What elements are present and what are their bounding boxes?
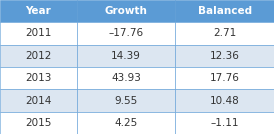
Text: Year: Year bbox=[25, 6, 51, 16]
Bar bbox=[0, 22, 77, 45]
Text: 2.71: 2.71 bbox=[213, 29, 236, 38]
Text: 2015: 2015 bbox=[25, 118, 52, 128]
Text: 2011: 2011 bbox=[25, 29, 52, 38]
Bar bbox=[175, 112, 274, 134]
Text: 10.48: 10.48 bbox=[210, 96, 239, 105]
Text: 9.55: 9.55 bbox=[115, 96, 138, 105]
Bar bbox=[175, 22, 274, 45]
Bar bbox=[175, 89, 274, 112]
Text: –1.11: –1.11 bbox=[210, 118, 239, 128]
Bar bbox=[0, 112, 77, 134]
Text: 2012: 2012 bbox=[25, 51, 52, 61]
Bar bbox=[175, 45, 274, 67]
Text: –17.76: –17.76 bbox=[109, 29, 144, 38]
Text: 12.36: 12.36 bbox=[210, 51, 240, 61]
Text: 4.25: 4.25 bbox=[115, 118, 138, 128]
Text: 14.39: 14.39 bbox=[111, 51, 141, 61]
Bar bbox=[77, 112, 175, 134]
Text: 43.93: 43.93 bbox=[111, 73, 141, 83]
Text: Growth: Growth bbox=[105, 6, 147, 16]
Bar bbox=[0, 0, 77, 22]
Bar bbox=[77, 89, 175, 112]
Bar bbox=[0, 67, 77, 89]
Bar bbox=[77, 0, 175, 22]
Bar bbox=[0, 89, 77, 112]
Text: Balanced: Balanced bbox=[198, 6, 252, 16]
Bar bbox=[77, 45, 175, 67]
Bar bbox=[175, 67, 274, 89]
Text: 17.76: 17.76 bbox=[210, 73, 240, 83]
Bar bbox=[175, 0, 274, 22]
Bar bbox=[77, 67, 175, 89]
Bar bbox=[77, 22, 175, 45]
Text: 2013: 2013 bbox=[25, 73, 52, 83]
Bar bbox=[0, 45, 77, 67]
Text: 2014: 2014 bbox=[25, 96, 52, 105]
